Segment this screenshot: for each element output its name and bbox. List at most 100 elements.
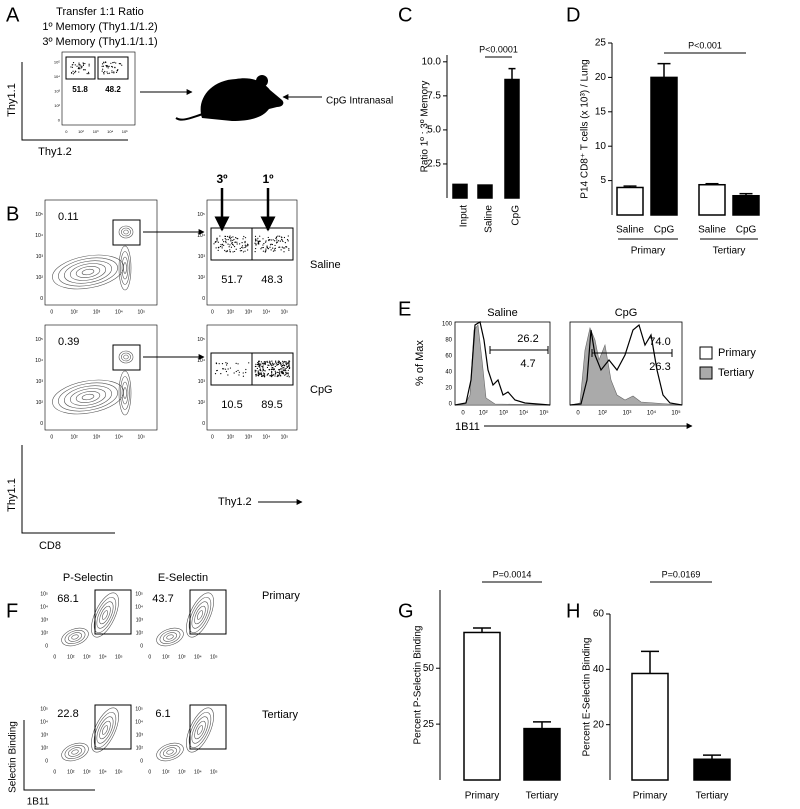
event-dot	[76, 65, 78, 67]
event-dot	[113, 61, 115, 63]
event-dot	[241, 246, 243, 248]
event-dot	[104, 70, 106, 73]
flow-y-tick: 10⁵	[197, 337, 205, 343]
event-dot	[271, 373, 273, 375]
event-dot	[286, 365, 288, 368]
contour	[186, 592, 214, 638]
flow-y-tick: 10⁴	[135, 604, 143, 610]
event-dot	[240, 250, 243, 252]
hist-x-tick: 10⁴	[647, 410, 657, 417]
event-dot	[241, 245, 244, 247]
flow-x-tick: 10²	[227, 434, 235, 440]
contour	[191, 716, 209, 744]
gate	[94, 704, 132, 750]
event-dot	[265, 250, 267, 252]
y-tick-label: 60	[593, 609, 605, 620]
panel-letter: C	[398, 4, 412, 26]
label: % of Max	[414, 340, 426, 386]
event-dot	[88, 63, 90, 65]
panel-letter: H	[566, 600, 580, 622]
event-dot	[220, 373, 222, 375]
label: E-Selectin	[158, 572, 208, 584]
label: Tertiary	[262, 709, 299, 721]
y-tick-label: 25	[595, 38, 607, 49]
event-dot	[233, 250, 236, 253]
event-dot	[257, 237, 259, 239]
event-dot	[258, 240, 261, 242]
event-dot	[78, 66, 80, 68]
contour	[120, 376, 130, 410]
event-dot	[288, 367, 291, 370]
event-dot	[255, 374, 257, 376]
contour	[67, 632, 83, 642]
event-dot	[226, 250, 228, 252]
contour	[118, 225, 134, 239]
p-value: P=0.0169	[662, 569, 701, 579]
event-dot	[259, 235, 261, 237]
event-dot	[219, 235, 221, 237]
mouse-ear	[256, 75, 268, 87]
label: 26.2	[517, 333, 538, 345]
event-dot	[283, 251, 285, 253]
event-dot	[227, 374, 229, 376]
event-dot	[271, 374, 273, 376]
y-tick-label: 50	[423, 663, 435, 674]
event-dot	[277, 361, 279, 363]
flow-x-tick: 10²	[67, 769, 75, 775]
label: 48.3	[261, 274, 282, 286]
event-dot	[288, 362, 290, 364]
event-dot	[115, 62, 117, 64]
event-dot	[228, 236, 231, 238]
event-dot	[263, 369, 265, 372]
error-bar	[641, 650, 659, 674]
flow-x-tick: 10⁵	[115, 769, 123, 775]
contour	[121, 227, 131, 237]
contour	[61, 627, 89, 647]
event-dot	[82, 63, 85, 65]
event-dot	[230, 246, 233, 248]
event-dot	[281, 372, 283, 375]
label: P-Selectin	[63, 572, 113, 584]
event-dot	[245, 368, 247, 371]
label: 6.1	[155, 708, 170, 720]
flow-y-tick: 10²	[136, 745, 144, 751]
event-dot	[111, 71, 113, 74]
event-dot	[271, 366, 273, 369]
event-dot	[286, 239, 289, 241]
event-dot	[255, 363, 257, 366]
label: 43.7	[152, 593, 173, 605]
flow-frame	[206, 324, 298, 431]
event-dot	[270, 239, 272, 241]
event-dot	[284, 247, 286, 249]
label: 4.7	[520, 358, 535, 370]
x-tick-label: Saline	[616, 225, 644, 236]
flow-x-tick: 0	[50, 309, 53, 315]
event-dot	[257, 372, 259, 374]
flow-y-tick: 10⁴	[35, 358, 43, 364]
event-dot	[230, 240, 232, 242]
event-dot	[264, 361, 266, 363]
contour	[118, 245, 132, 291]
contour	[123, 387, 127, 399]
event-dot	[245, 246, 247, 248]
event-dot	[274, 240, 276, 242]
event-dot	[216, 240, 218, 242]
contour	[162, 632, 178, 642]
error-bar	[657, 62, 671, 78]
event-dot	[261, 365, 263, 367]
flow-x-tick: 0	[65, 129, 68, 134]
event-dot	[225, 242, 227, 244]
event-dot	[102, 65, 105, 67]
event-dot	[71, 66, 74, 68]
event-dot	[239, 247, 241, 250]
hist-x-tick: 0	[461, 411, 465, 417]
event-dot	[245, 245, 247, 247]
event-dot	[280, 368, 282, 370]
event-dot	[227, 238, 229, 241]
label: 1º	[262, 172, 274, 186]
event-dot	[279, 374, 281, 377]
event-dot	[276, 239, 278, 241]
hist-x-tick: 10⁴	[519, 410, 529, 417]
flow-frame	[44, 199, 158, 306]
flow-x-tick: 10⁵	[122, 129, 128, 134]
